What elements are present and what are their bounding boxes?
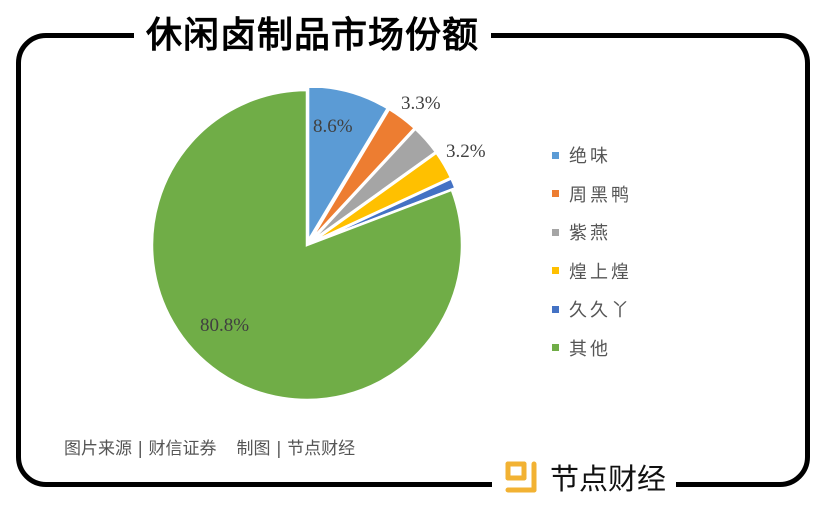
legend-swatch <box>552 305 559 313</box>
title-container: 休闲卤制品市场份额 <box>134 6 492 58</box>
made-by-text: 制图 | 节点财经 <box>236 439 356 459</box>
source-caption: 图片来源 | 财信证券 制图 | 节点财经 <box>64 434 355 459</box>
pie-chart <box>150 88 464 402</box>
legend-item: 久久丫 <box>552 290 632 329</box>
legend-swatch <box>552 228 559 236</box>
pie-slice-5 <box>150 88 464 402</box>
brand-watermark: 节点财经 <box>492 454 677 500</box>
data-label-other: 80.8% <box>200 315 250 336</box>
pie-slice-0 <box>306 88 390 246</box>
legend-item: 绝味 <box>552 136 632 175</box>
source-text: 图片来源 | 财信证券 <box>64 439 217 459</box>
brand-logo-icon <box>505 461 537 493</box>
data-label-ziyan: 3.2% <box>446 141 486 162</box>
legend-item: 周黑鸭 <box>552 175 632 214</box>
data-label-juewei: 8.6% <box>313 116 353 137</box>
brand-name: 节点财经 <box>550 462 667 496</box>
legend-swatch <box>552 267 559 275</box>
legend-swatch <box>552 190 559 198</box>
legend-swatch <box>552 344 559 352</box>
pie-slice-4 <box>310 176 458 245</box>
legend-item: 煌上煌 <box>552 252 632 291</box>
legend-item: 其他 <box>552 329 632 368</box>
legend-item: 紫燕 <box>552 213 632 252</box>
data-label-zhouheiya: 3.3% <box>401 93 441 114</box>
chart-legend: 绝味 周黑鸭 紫燕 煌上煌 久久丫 其他 <box>552 136 632 367</box>
page-title: 休闲卤制品市场份额 <box>146 15 480 56</box>
legend-swatch <box>552 151 559 159</box>
